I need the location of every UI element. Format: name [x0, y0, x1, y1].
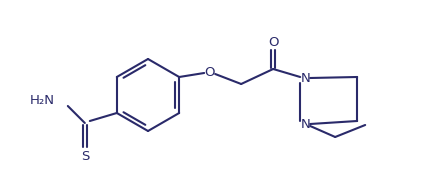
Text: O: O [268, 36, 278, 48]
Text: S: S [81, 150, 89, 162]
Text: H₂N: H₂N [30, 95, 55, 107]
Text: O: O [204, 65, 214, 79]
Text: N: N [300, 118, 310, 132]
Text: N: N [300, 73, 310, 85]
